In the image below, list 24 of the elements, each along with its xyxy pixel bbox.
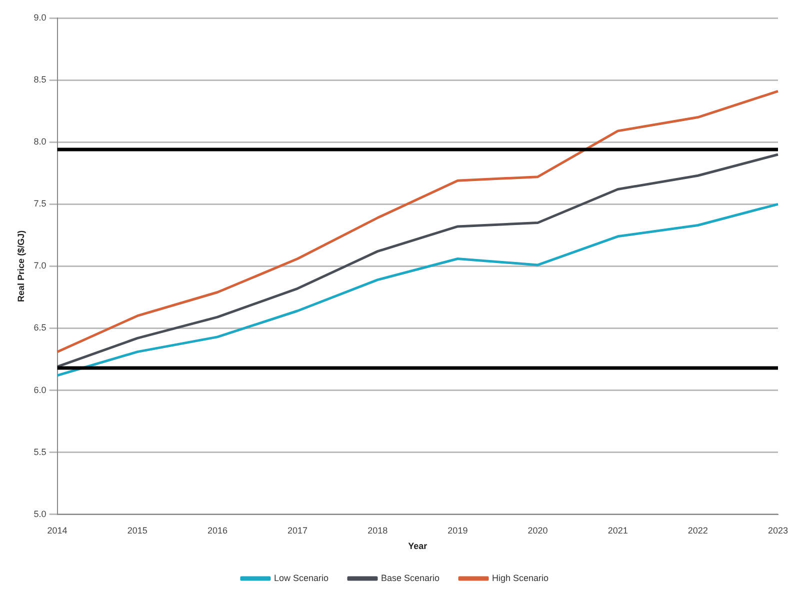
x-tick-label: 2014	[47, 525, 68, 536]
x-tick-label: 2017	[288, 525, 308, 536]
legend-label: Base Scenario	[380, 572, 440, 583]
x-axis-title: Year	[408, 541, 428, 552]
x-tick-label: 2018	[368, 525, 388, 536]
legend-label: Low Scenario	[274, 572, 328, 583]
y-tick-label: 6.5	[34, 322, 46, 333]
x-tick-label: 2020	[528, 525, 548, 536]
x-tick-label: 2019	[448, 525, 468, 536]
x-tick-label: 2023	[768, 525, 788, 536]
x-tick-label: 2021	[608, 525, 628, 536]
y-tick-label: 5.0	[34, 508, 46, 519]
y-tick-label: 9.0	[34, 12, 46, 22]
y-tick-label: 7.5	[34, 198, 46, 209]
x-tick-label: 2016	[207, 525, 228, 536]
y-tick-label: 8.0	[34, 136, 46, 147]
y-tick-label: 8.5	[34, 74, 46, 85]
y-axis-title: Real Price ($/GJ)	[16, 230, 26, 302]
y-tick-label: 6.0	[34, 384, 46, 395]
y-tick-label: 7.0	[34, 260, 46, 271]
x-tick-label: 2015	[127, 525, 148, 536]
legend-label: High Scenario	[492, 572, 549, 583]
y-tick-label: 5.5	[34, 446, 46, 457]
x-tick-label: 2022	[688, 525, 708, 536]
